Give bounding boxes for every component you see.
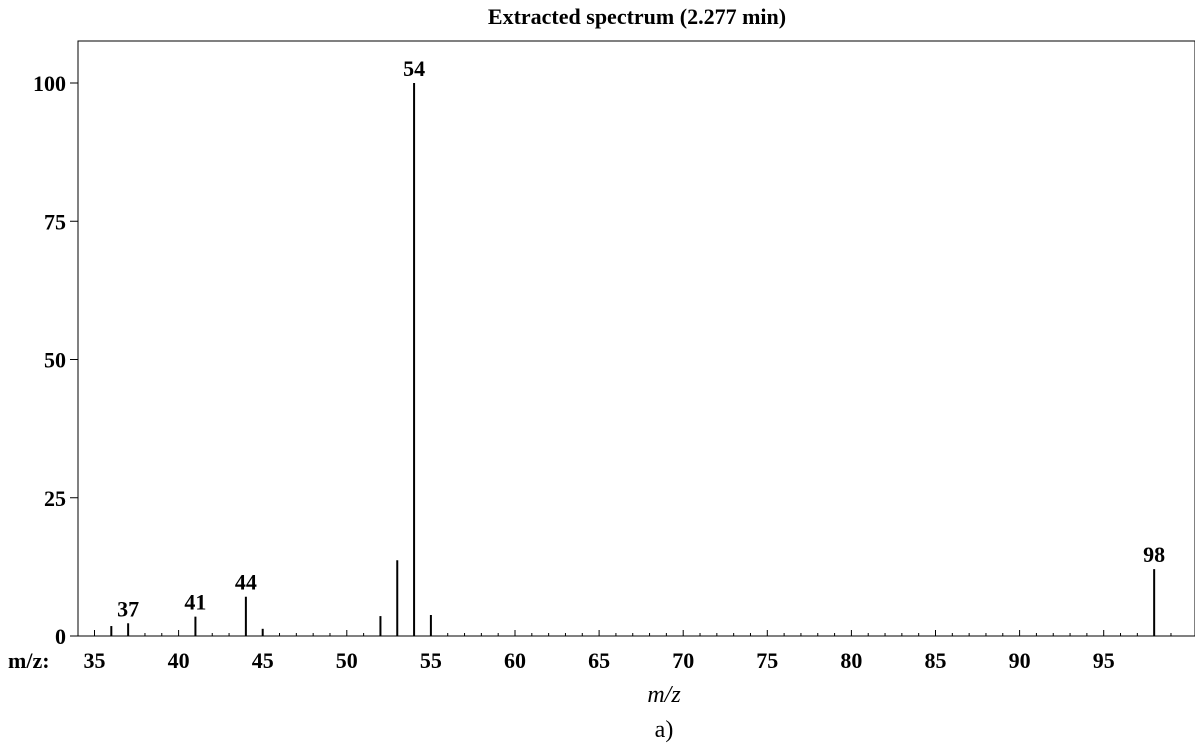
figure-caption: a) [655,717,674,743]
x-tick-label: 60 [504,648,526,673]
x-tick-label: 85 [925,648,947,673]
y-tick-label: 25 [44,486,66,511]
x-tick-label: 70 [672,648,694,673]
y-tick-label: 50 [44,348,66,373]
peak-label-37: 37 [117,596,139,621]
chart-title: Extracted spectrum (2.277 min) [488,4,786,29]
x-tick-label: 45 [252,648,274,673]
x-tick-label: 90 [1009,648,1031,673]
plot-frame [77,40,1195,637]
y-axis: 0 25 50 75 100 [33,71,78,649]
x-axis-prefix: m/z: [8,648,50,673]
x-tick-label: 35 [84,648,106,673]
x-tick-label: 55 [420,648,442,673]
x-tick-label: 65 [588,648,610,673]
peak-label-44: 44 [235,570,257,595]
x-tick-label: 80 [840,648,862,673]
peak-series [110,83,1156,636]
x-tick-label: 50 [336,648,358,673]
peak-label-54: 54 [403,56,425,81]
y-tick-label: 0 [55,624,66,649]
y-tick-label: 75 [44,209,66,234]
x-tick-label: 40 [168,648,190,673]
peak-label-41: 41 [184,590,206,615]
peak-labels: 37 41 44 54 98 [117,56,1165,621]
x-tick-label: 75 [756,648,778,673]
x-tick-label: 95 [1093,648,1115,673]
x-axis-label: m/z [647,682,681,708]
peak-label-98: 98 [1143,542,1165,567]
y-tick-label: 100 [33,71,66,96]
